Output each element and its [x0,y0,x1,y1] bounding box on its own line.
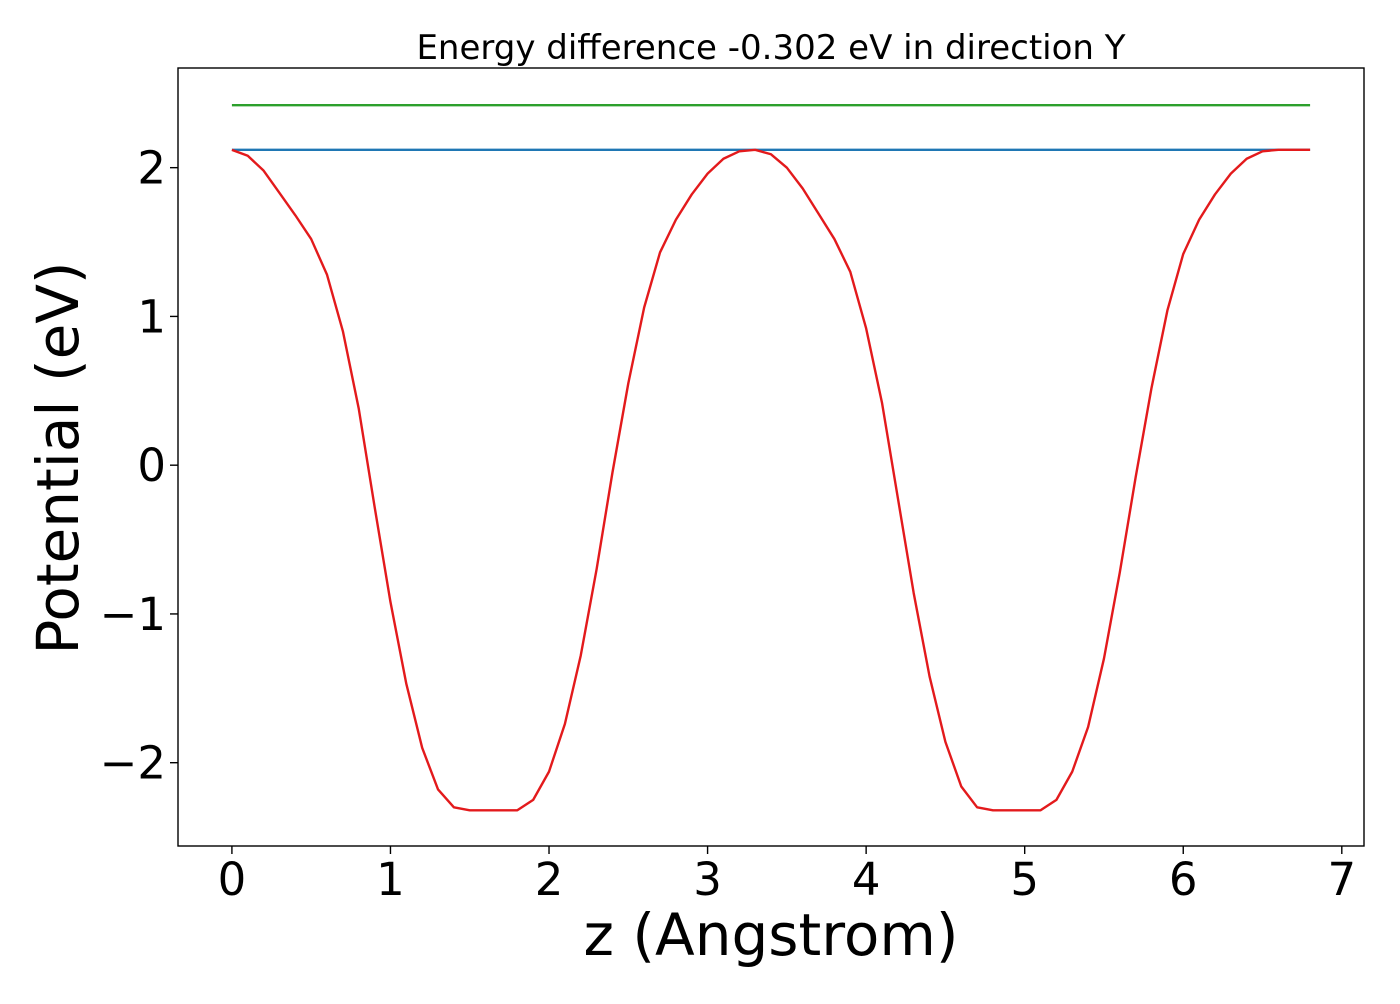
x-tick-label: 6 [1169,853,1198,906]
chart-title: Energy difference -0.302 eV in direction… [416,28,1125,68]
y-tick-label: −1 [100,588,166,641]
series-layer [231,103,1311,812]
y-tick-label: −2 [100,737,166,790]
y-tick-label: 1 [137,290,166,343]
x-tick-label: 4 [852,853,881,906]
series-line-3 [231,148,1311,812]
y-tick-label: 2 [137,142,166,195]
x-tick-label: 0 [218,853,247,906]
y-axis-ticks: 2 1 0 −1 −2 [100,142,178,790]
y-axis-label: Potential (eV) [24,261,92,654]
x-tick-label: 5 [1010,853,1039,906]
x-axis-label: z (Angstrom) [584,901,959,969]
x-tick-label: 7 [1327,853,1356,906]
x-tick-label: 1 [376,853,405,906]
y-tick-label: 0 [137,439,166,492]
plot-frame [177,67,1365,847]
x-tick-label: 2 [535,853,564,906]
x-tick-label: 3 [693,853,722,906]
x-axis-ticks: 0 1 2 3 4 5 6 7 [218,846,1356,906]
